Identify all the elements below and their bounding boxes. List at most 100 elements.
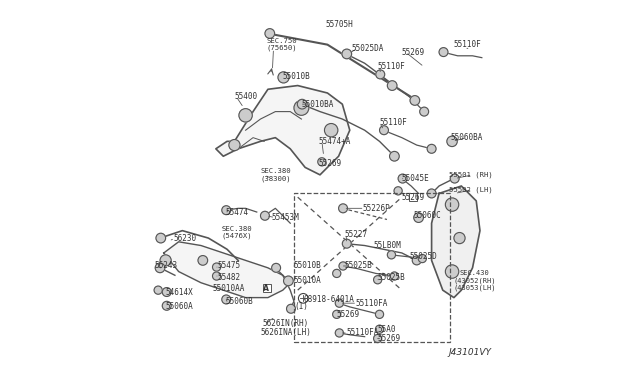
Circle shape: [318, 158, 326, 166]
Text: 55501 (RH): 55501 (RH): [449, 171, 493, 178]
Circle shape: [374, 276, 381, 284]
Text: 55110F: 55110F: [453, 40, 481, 49]
Text: 55110F: 55110F: [380, 118, 407, 127]
Text: 55025B: 55025B: [344, 262, 372, 270]
Text: 55010AA: 55010AA: [212, 284, 244, 293]
Text: 55025B: 55025B: [378, 273, 405, 282]
Circle shape: [339, 262, 347, 270]
Text: 55110FA: 55110FA: [346, 328, 378, 337]
Text: 55110FA: 55110FA: [355, 299, 388, 308]
Polygon shape: [216, 86, 349, 175]
Circle shape: [427, 144, 436, 153]
Circle shape: [333, 269, 341, 278]
Text: 55025D: 55025D: [410, 252, 437, 261]
FancyBboxPatch shape: [262, 284, 271, 292]
Circle shape: [212, 263, 221, 271]
Text: 55A0: 55A0: [378, 325, 396, 334]
Circle shape: [445, 265, 459, 278]
Text: 55025DA: 55025DA: [351, 44, 384, 53]
Circle shape: [387, 251, 396, 259]
Circle shape: [376, 325, 383, 333]
Circle shape: [198, 256, 207, 265]
Text: 55226P: 55226P: [363, 204, 390, 213]
Text: 55060B: 55060B: [225, 297, 253, 306]
Circle shape: [163, 301, 172, 310]
Text: 55269: 55269: [402, 193, 425, 202]
Text: J43101VY: J43101VY: [448, 348, 491, 357]
Circle shape: [339, 204, 348, 213]
Circle shape: [418, 254, 426, 263]
Text: A: A: [263, 284, 269, 293]
Circle shape: [278, 72, 289, 83]
Circle shape: [376, 70, 385, 79]
Circle shape: [398, 174, 407, 183]
Text: 55475: 55475: [218, 262, 241, 270]
Text: 55705H: 55705H: [326, 20, 353, 29]
Circle shape: [387, 81, 397, 90]
Circle shape: [410, 96, 420, 105]
Polygon shape: [164, 242, 291, 298]
Text: 55060BA: 55060BA: [451, 133, 483, 142]
Text: 55010B: 55010B: [294, 262, 322, 270]
Circle shape: [342, 239, 351, 248]
Text: 55474: 55474: [225, 208, 248, 217]
Circle shape: [376, 310, 383, 318]
Text: 08918-6401A: 08918-6401A: [303, 295, 354, 304]
Circle shape: [284, 276, 293, 286]
Circle shape: [454, 232, 465, 244]
Circle shape: [298, 99, 307, 109]
Circle shape: [445, 198, 459, 211]
Circle shape: [335, 329, 344, 337]
Circle shape: [212, 272, 221, 280]
Text: 5626INA(LH): 5626INA(LH): [260, 328, 311, 337]
Circle shape: [287, 304, 296, 313]
Circle shape: [324, 124, 338, 137]
Text: 56243: 56243: [154, 262, 177, 270]
Circle shape: [394, 187, 402, 195]
Circle shape: [390, 272, 399, 280]
Text: 55227: 55227: [344, 230, 367, 239]
Circle shape: [413, 213, 424, 222]
Text: SEC.380
(5476X): SEC.380 (5476X): [221, 226, 252, 239]
Text: SEC.380
(38300): SEC.380 (38300): [260, 168, 291, 182]
Circle shape: [156, 263, 165, 273]
Text: 55010BA: 55010BA: [301, 100, 334, 109]
Text: 55110F: 55110F: [378, 62, 405, 71]
Text: 55010B: 55010B: [283, 72, 310, 81]
Text: 54614X: 54614X: [166, 288, 193, 296]
Circle shape: [156, 233, 166, 243]
Circle shape: [222, 295, 231, 304]
Circle shape: [342, 49, 351, 59]
Text: SEC.430
(43052(RH)
(43053(LH): SEC.430 (43052(RH) (43053(LH): [453, 270, 495, 291]
Text: SEC.750
(75650): SEC.750 (75650): [266, 38, 297, 51]
Text: 56230: 56230: [173, 234, 196, 243]
Text: 55010A: 55010A: [294, 276, 322, 285]
FancyBboxPatch shape: [410, 193, 417, 201]
Circle shape: [420, 107, 429, 116]
Text: 55LB0M: 55LB0M: [374, 241, 402, 250]
Circle shape: [265, 29, 275, 38]
Text: (1): (1): [294, 302, 308, 311]
Circle shape: [294, 100, 309, 115]
Circle shape: [222, 206, 231, 215]
Circle shape: [447, 136, 457, 147]
Text: 55400: 55400: [234, 92, 257, 101]
Circle shape: [160, 255, 172, 266]
Circle shape: [239, 109, 252, 122]
Circle shape: [374, 334, 381, 343]
Text: 55502 (LH): 55502 (LH): [449, 186, 493, 193]
Circle shape: [260, 211, 269, 220]
Text: 5626IN(RH): 5626IN(RH): [262, 319, 308, 328]
Circle shape: [439, 48, 448, 57]
Circle shape: [427, 189, 436, 198]
Text: 55474+A: 55474+A: [318, 137, 351, 146]
Circle shape: [390, 151, 399, 161]
Circle shape: [333, 310, 341, 318]
Text: 55482: 55482: [218, 273, 241, 282]
Circle shape: [229, 140, 240, 151]
Text: 55045E: 55045E: [402, 174, 429, 183]
Text: 55269: 55269: [378, 334, 401, 343]
Polygon shape: [431, 186, 480, 298]
Circle shape: [154, 286, 163, 294]
Circle shape: [163, 288, 172, 296]
